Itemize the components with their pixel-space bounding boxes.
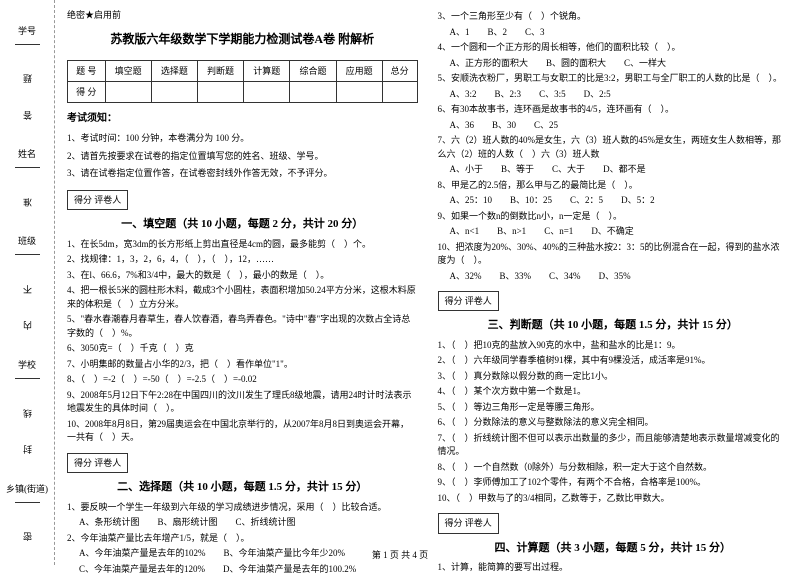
choice-opts: A、25：10 B、10：25 C、2：5 D、5：2 [450,194,789,208]
binding-field-banji: 班级 [15,234,40,257]
fill-q: 7、小明集邮的数量占小华的2/3，把（ ）看作单位"1"。 [67,358,418,372]
choice-q: 9、如果一个数n的倒数比n小，n一定是（ ）。 [438,210,789,224]
fill-q: 5、"春水春潮春月春草生，春人饮春酒，春鸟弄春色。"诗中"春"字出现的次数占全诗… [67,313,418,340]
score-cell[interactable] [290,81,336,102]
score-cell[interactable] [382,81,417,102]
score-cell[interactable] [197,81,243,102]
score-cell[interactable] [336,81,382,102]
choice-q: 7、六（2）班人数的40%是女生，六（3）班人数的45%是女生，两班女生人数相等… [438,134,789,161]
binding-mark: 内 [21,321,34,330]
right-column: 3、一个三角形至少有（ ）个锐角。 A、1 B、2 C、3 4、一个圆和一个正方… [438,8,789,545]
fill-q: 10、2008年8月8日，第29届奥运会在中国北京举行的，从2007年8月8日到… [67,418,418,445]
choice-q: 8、甲是乙的2.5倍，那么甲与乙的最简比是（ ）。 [438,179,789,193]
fill-q: 8、（ ）=-2（ ）=-50（ ）=-2.5（ ）=-0.02 [67,373,418,387]
binding-mark: 线 [21,409,34,418]
choice-opts: A、3:2 B、2:3 C、3:5 D、2:5 [450,88,789,102]
score-row-label: 得 分 [68,81,106,102]
binding-mark: 封 [21,445,34,454]
judge-q: 6、（ ）分数除法的意义与整数除法的意义完全相同。 [438,416,789,430]
choice-q: 2、今年油菜产量比去年增产1/5，就是（ ）。 [67,532,418,546]
choice-q: 6、有30本故事书，连环画是故事书的4/5，连环画有（ ）。 [438,103,789,117]
judge-q: 4、（ ）某个次方数中第一个数是1。 [438,385,789,399]
judge-q: 7、（ ）折线统计图不但可以表示出数量的多少，而且能够清楚地表示数量增减变化的情… [438,432,789,459]
section-score-box: 得分 评卷人 [438,513,499,533]
score-header: 应用题 [336,60,382,81]
choice-opts: A、正方形的面积大 B、圆的面积大 C、一样大 [450,57,789,71]
choice-opts: A、1 B、2 C、3 [450,26,789,40]
choice-q: 1、要反映一个学生一年级到六年级的学习成绩进步情况，采用（ ）比较合适。 [67,501,418,515]
score-header: 题 号 [68,60,106,81]
fill-q: 4、把一根长5米的圆柱形木料，截成3个小圆柱，表面积增加50.24平方分米，这根… [67,284,418,311]
choice-q: 5、安顺洗衣粉厂，男职工与女职工的比是3:2，男职工与全厂职工的人数的比是（ ）… [438,72,789,86]
section-title-choice: 二、选择题（共 10 小题，每题 1.5 分，共计 15 分） [67,479,418,497]
section-title-judge: 三、判断题（共 10 小题，每题 1.5 分，共计 15 分） [438,317,789,335]
notice-item: 2、请首先按要求在试卷的指定位置填写您的姓名、班级、学号。 [67,149,418,163]
score-header: 填空题 [105,60,151,81]
choice-opts: A、条形统计图 B、扇形统计图 C、折线统计图 [79,516,418,530]
score-header: 判断题 [197,60,243,81]
fill-q: 2、找规律：1，3，2，6，4，（ ），（ ），12，…… [67,253,418,267]
score-cell[interactable] [151,81,197,102]
notice-heading: 考试须知： [67,111,418,127]
fill-q: 6、3050克=（ ）千克（ ）克 [67,342,418,356]
choice-q: 4、一个圆和一个正方形的周长相等，他们的面积比较（ ）。 [438,41,789,55]
judge-q: 9、（ ）李师傅加工了102个零件，有两个不合格，合格率是100%。 [438,476,789,490]
binding-mark: 题 [21,74,34,83]
judge-q: 2、（ ）六年级同学春季植树91棵，其中有9棵没活，成活率是91%。 [438,354,789,368]
section-title-fill: 一、填空题（共 10 小题，每题 2 分，共计 20 分） [67,216,418,234]
binding-field-xuexiao: 学校 [15,358,40,381]
judge-q: 3、（ ）真分数除以假分数的商一定比1小。 [438,370,789,384]
score-header: 总分 [382,60,417,81]
calc-q: 1、计算，能简算的要写出过程。 [438,561,789,575]
binding-column: 学号 题 答 姓名 准 班级 不 内 学校 线 封 乡镇(街道) 密 [0,0,55,565]
choice-opts: A、36 B、30 C、25 [450,119,789,133]
secret-label: 绝密★启用前 [67,8,418,22]
binding-mark: 准 [21,198,34,207]
judge-q: 8、（ ）一个自然数（0除外）与分数相除，积一定大于这个自然数。 [438,461,789,475]
binding-field-xingming: 姓名 [15,147,40,170]
score-table: 题 号 填空题 选择题 判断题 计算题 综合题 应用题 总分 得 分 [67,60,418,104]
content-area: 绝密★启用前 苏教版六年级数学下学期能力检测试卷A卷 附解析 题 号 填空题 选… [55,0,800,565]
choice-opts: A、小于 B、等于 C、大于 D、都不是 [450,163,789,177]
choice-opts: A、32% B、33% C、34% D、35% [450,270,789,284]
judge-q: 5、（ ）等边三角形一定是等腰三角形。 [438,401,789,415]
notice-item: 1、考试时间：100 分钟，本卷满分为 100 分。 [67,131,418,145]
section-score-box: 得分 评卷人 [67,190,128,210]
binding-mark: 答 [21,111,34,120]
score-cell[interactable] [105,81,151,102]
binding-mark: 不 [21,285,34,294]
left-column: 绝密★启用前 苏教版六年级数学下学期能力检测试卷A卷 附解析 题 号 填空题 选… [67,8,418,545]
page-footer: 第 1 页 共 4 页 [0,548,800,561]
notice-item: 3、请在试卷指定位置作答，在试卷密封线外作答无效，不予评分。 [67,166,418,180]
fill-q: 1、在长5dm，宽3dm的长方形纸上剪出直径是4cm的圆，最多能剪（ ）个。 [67,238,418,252]
score-header: 选择题 [151,60,197,81]
fill-q: 3、在l、66.6，7%和3/4中，最大的数是（ ），最小的数是（ ）。 [67,269,418,283]
judge-q: 1、（ ）把10克的盐放入90克的水中，盐和盐水的比是1：9。 [438,339,789,353]
binding-field-xiangzhen: 乡镇(街道) [6,482,48,505]
score-header: 计算题 [244,60,290,81]
choice-opts: A、n<1 B、n>1 C、n=1 D、不确定 [450,225,789,239]
fill-q: 9、2008年5月12日下午2:28在中国四川的汶川发生了理氏8级地震，请用24… [67,389,418,416]
score-header: 综合题 [290,60,336,81]
paper-title: 苏教版六年级数学下学期能力检测试卷A卷 附解析 [67,30,418,49]
section-score-box: 得分 评卷人 [438,291,499,311]
binding-field-xuehao: 学号 [15,24,40,47]
judge-q: 10、（ ）甲数与了的3/4相同，乙数等于，乙数比甲数大。 [438,492,789,506]
score-cell[interactable] [244,81,290,102]
choice-q: 3、一个三角形至少有（ ）个锐角。 [438,10,789,24]
choice-q: 10、把浓度为20%、30%、40%的三种盐水按2：3：5的比例混合在一起，得到… [438,241,789,268]
binding-mark: 密 [21,532,34,541]
section-score-box: 得分 评卷人 [67,453,128,473]
